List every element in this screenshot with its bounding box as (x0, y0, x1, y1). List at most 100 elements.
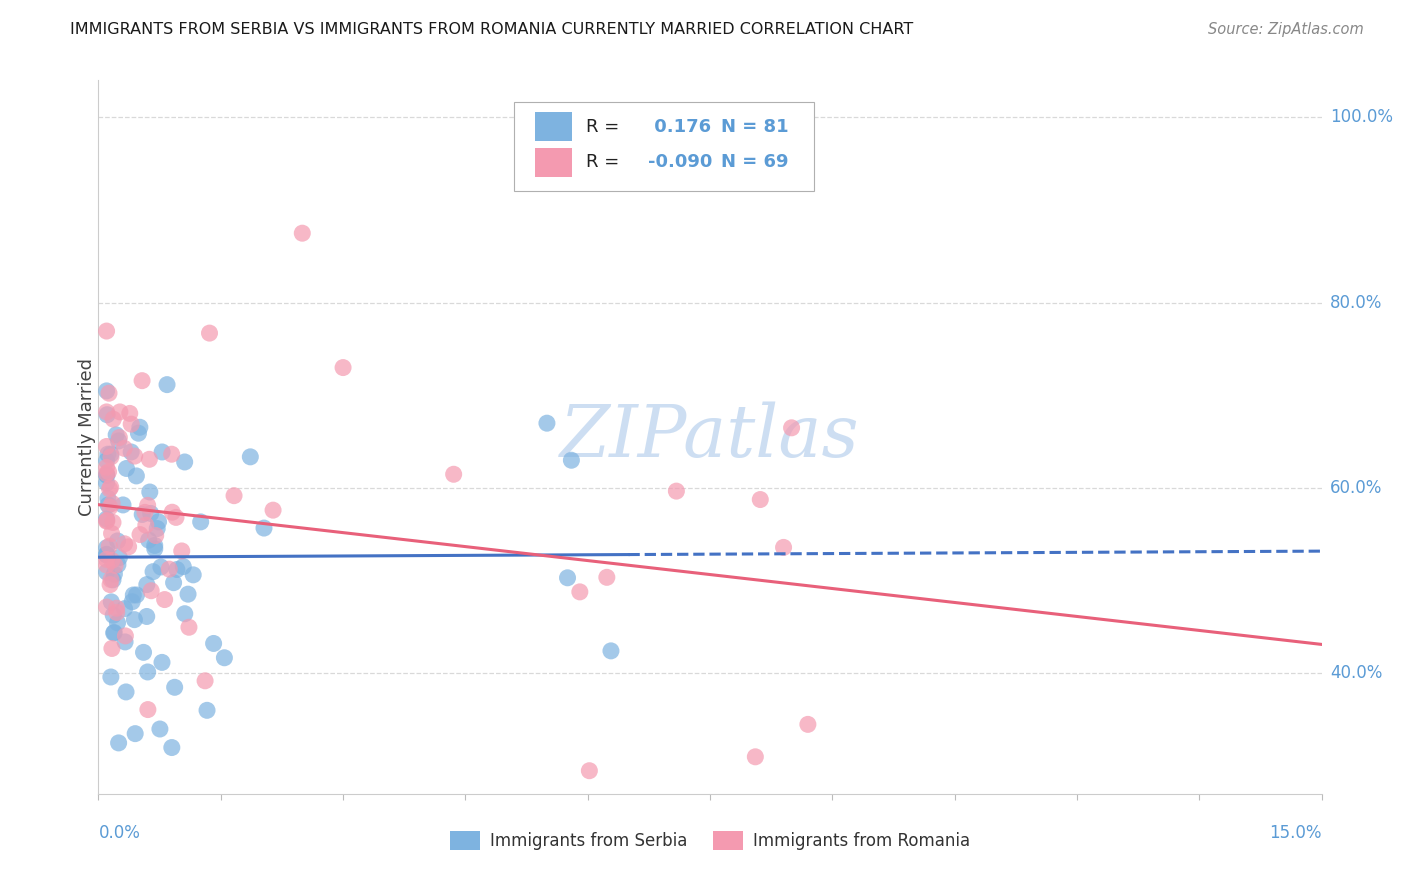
Point (98, 539, 121, 553)
Point (107, 615, 129, 630)
Point (96, 600, 118, 615)
Y-axis label: Currently Married: Currently Married (79, 358, 96, 516)
Point (214, 650, 236, 665)
Point (443, 467, 465, 482)
Point (103, 625, 125, 640)
Point (121, 595, 143, 609)
Point (100, 526, 122, 541)
Point (160, 447, 183, 461)
Point (136, 665, 159, 679)
Point (145, 528, 167, 542)
Point (103, 626, 125, 640)
Point (780, 421, 803, 435)
Point (96, 384, 118, 398)
Point (128, 420, 150, 434)
Text: 15.0%: 15.0% (1270, 824, 1322, 842)
Point (177, 587, 200, 601)
Point (96, 467, 118, 481)
Point (96, 548, 118, 562)
Point (557, 571, 579, 585)
FancyBboxPatch shape (536, 112, 572, 141)
Point (112, 442, 135, 456)
Text: N = 81: N = 81 (721, 118, 789, 136)
Point (96, 460, 118, 475)
Text: 80.0%: 80.0% (1330, 293, 1382, 311)
Point (111, 498, 134, 512)
Point (105, 601, 128, 615)
Point (96, 514, 118, 528)
Point (97, 491, 120, 506)
Point (107, 533, 129, 548)
Point (142, 565, 165, 579)
Point (96, 558, 118, 572)
Text: R =: R = (586, 153, 620, 171)
Point (143, 538, 166, 552)
Point (96, 468, 118, 483)
Point (114, 635, 136, 649)
Point (156, 377, 179, 392)
Point (136, 702, 159, 716)
Point (568, 585, 591, 599)
Point (170, 544, 193, 558)
Point (138, 533, 160, 548)
Point (96, 547, 118, 561)
Point (332, 360, 354, 375)
Point (98, 500, 121, 515)
Point (108, 405, 131, 419)
Point (101, 573, 124, 587)
Point (115, 461, 138, 475)
Text: Source: ZipAtlas.com: Source: ZipAtlas.com (1208, 22, 1364, 37)
Point (96, 408, 118, 422)
Point (96, 467, 118, 482)
Point (772, 541, 794, 555)
Point (100, 670, 122, 684)
Point (749, 492, 772, 507)
Point (138, 452, 160, 467)
Point (103, 566, 125, 581)
Point (600, 644, 623, 658)
Point (202, 636, 225, 650)
Text: 0.0%: 0.0% (98, 824, 141, 842)
Point (127, 426, 149, 441)
Point (665, 484, 688, 499)
Point (96, 512, 118, 526)
Point (104, 558, 127, 573)
Point (146, 522, 169, 536)
Point (131, 508, 153, 522)
Point (129, 527, 152, 541)
Text: 60.0%: 60.0% (1330, 479, 1382, 497)
Point (181, 567, 204, 582)
Point (124, 613, 146, 627)
Point (100, 447, 122, 461)
Point (96, 548, 118, 562)
Point (125, 588, 148, 602)
Point (135, 577, 157, 591)
Point (124, 449, 146, 463)
Point (107, 558, 129, 572)
Point (139, 485, 162, 500)
Point (162, 575, 184, 590)
Point (172, 559, 194, 574)
Point (163, 681, 186, 695)
Point (115, 685, 138, 699)
Point (195, 703, 218, 717)
Point (536, 416, 558, 430)
Point (120, 417, 142, 431)
Point (96, 514, 118, 528)
Point (96, 565, 118, 579)
Point (97, 498, 120, 512)
Point (96, 405, 118, 419)
Point (177, 620, 200, 634)
Point (96, 552, 118, 566)
Point (96, 541, 118, 555)
Point (98, 482, 121, 496)
Point (160, 505, 183, 519)
Point (96, 324, 118, 338)
Legend: Immigrants from Serbia, Immigrants from Romania: Immigrants from Serbia, Immigrants from … (444, 824, 976, 857)
Point (222, 489, 245, 503)
Point (160, 740, 183, 755)
Point (97, 465, 120, 479)
Point (744, 749, 766, 764)
Point (100, 595, 122, 609)
Text: 0.176: 0.176 (648, 118, 711, 136)
